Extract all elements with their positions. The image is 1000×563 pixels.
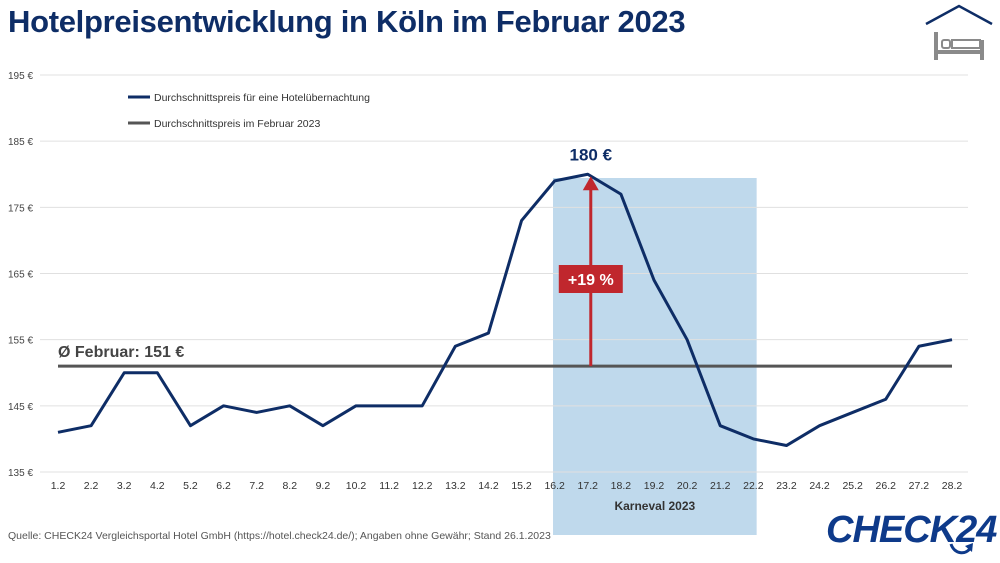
- y-tick-label: 185 €: [8, 137, 33, 148]
- y-tick-label: 165 €: [8, 270, 33, 281]
- x-tick-label: 28.2: [942, 480, 963, 492]
- refresh-arrow-icon: [949, 543, 973, 555]
- x-tick-label: 1.2: [51, 480, 66, 492]
- hotel-bed-icon: [925, 4, 993, 60]
- x-tick-label: 13.2: [445, 480, 466, 492]
- x-tick-label: 15.2: [511, 480, 532, 492]
- y-tick-label: 145 €: [8, 402, 33, 413]
- y-tick-label: 175 €: [8, 203, 33, 214]
- x-tick-label: 19.2: [644, 480, 665, 492]
- x-tick-label: 16.2: [544, 480, 565, 492]
- peak-label: 180 €: [570, 145, 613, 164]
- source-note: Quelle: CHECK24 Vergleichsportal Hotel G…: [8, 530, 551, 542]
- y-tick-label: 135 €: [8, 468, 33, 479]
- x-tick-label: 2.2: [84, 480, 99, 492]
- y-tick-label: 195 €: [8, 71, 33, 82]
- x-tick-label: 17.2: [578, 480, 599, 492]
- x-tick-label: 6.2: [216, 480, 231, 492]
- increase-arrow-head: [582, 176, 599, 191]
- legend-label-price: Durchschnittspreis für eine Hotelübernac…: [154, 92, 370, 104]
- x-tick-label: 24.2: [809, 480, 830, 492]
- price-series-line: [57, 172, 953, 448]
- x-tick-label: 22.2: [743, 480, 764, 492]
- average-label: Ø Februar: 151 €: [58, 344, 184, 361]
- x-tick-label: 14.2: [478, 480, 499, 492]
- x-tick-label: 27.2: [909, 480, 930, 492]
- legend-label-average: Durchschnittspreis im Februar 2023: [154, 118, 320, 130]
- x-tick-label: 21.2: [710, 480, 731, 492]
- increase-label: +19 %: [568, 272, 614, 289]
- x-tick-label: 8.2: [282, 480, 297, 492]
- x-tick-label: 7.2: [249, 480, 264, 492]
- x-tick-label: 10.2: [346, 480, 367, 492]
- x-tick-label: 3.2: [117, 480, 132, 492]
- increase-badge: [558, 265, 623, 293]
- x-tick-label: 4.2: [150, 480, 165, 492]
- x-tick-label: 20.2: [677, 480, 698, 492]
- karneval-label: Karneval 2023: [614, 499, 695, 513]
- x-tick-label: 12.2: [412, 480, 433, 492]
- karneval-highlight: [553, 178, 757, 535]
- x-tick-label: 26.2: [876, 480, 897, 492]
- x-tick-label: 23.2: [776, 480, 797, 492]
- x-tick-label: 18.2: [611, 480, 632, 492]
- y-tick-label: 155 €: [8, 336, 33, 347]
- x-tick-label: 11.2: [379, 480, 399, 492]
- chart-title: Hotelpreisentwicklung in Köln im Februar…: [8, 4, 686, 39]
- x-tick-label: 25.2: [842, 480, 863, 492]
- x-tick-label: 9.2: [316, 480, 331, 492]
- check24-logo: CHECK24: [826, 509, 997, 551]
- x-tick-label: 5.2: [183, 480, 198, 492]
